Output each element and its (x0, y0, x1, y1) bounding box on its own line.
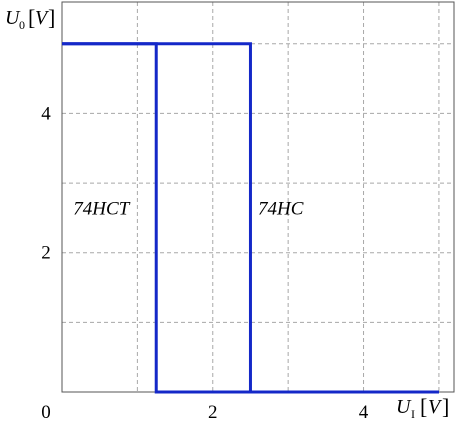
y-axis-bracket-close: ] (48, 5, 55, 30)
x-axis-bracket-close: ] (442, 394, 449, 419)
y-tick-label: 4 (41, 103, 51, 124)
x-axis-label: U I [ V ] (396, 394, 449, 421)
x-tick-label: 2 (208, 402, 218, 423)
y-tick-label: 2 (41, 243, 51, 264)
y-axis-symbol: U (5, 7, 21, 29)
x-tick-label: 0 (41, 402, 51, 423)
y-axis-unit: V (35, 7, 50, 29)
tick-labels: 0 2 4 2 4 (41, 103, 369, 423)
x-axis-symbol: U (396, 396, 412, 418)
y-axis-bracket-open: [ (28, 5, 35, 30)
y-axis-label: U 0 [ V ] (5, 5, 55, 32)
x-axis-subscript: I (411, 407, 415, 421)
x-tick-label: 4 (359, 402, 369, 423)
series-labels: 74HCT 74HC (73, 198, 303, 219)
series-label-74hc: 74HC (258, 198, 304, 219)
series-lines (62, 42, 439, 394)
x-axis-unit: V (428, 396, 443, 418)
series-line-74hc (62, 42, 439, 394)
series-label-74hct: 74HCT (73, 198, 130, 219)
y-axis-subscript: 0 (19, 18, 25, 32)
x-axis-bracket-open: [ (420, 394, 427, 419)
